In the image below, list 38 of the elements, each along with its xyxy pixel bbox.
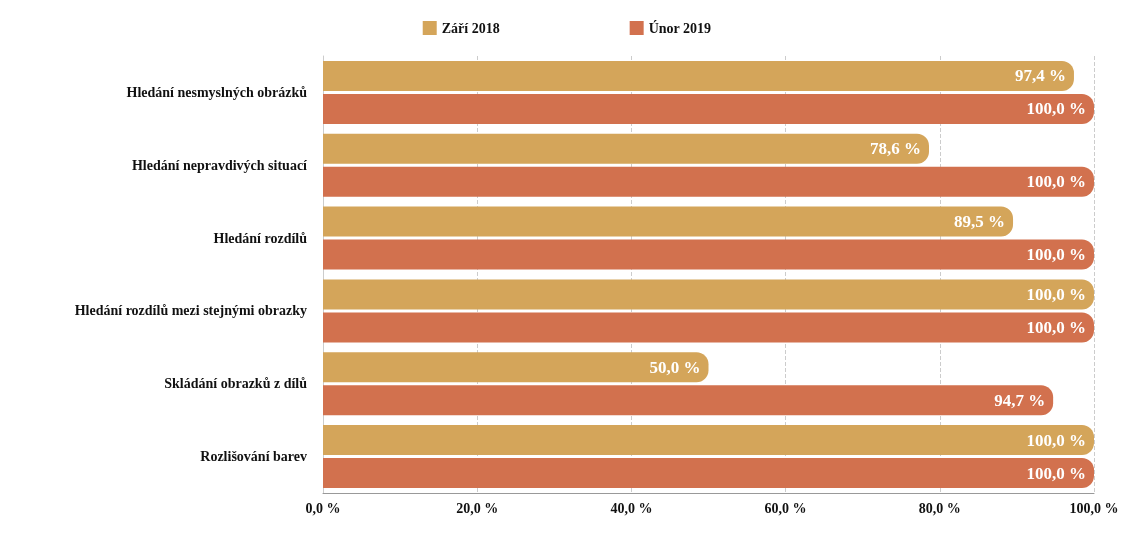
data-label: 94,7 % [994,390,1046,410]
legend-label: Září 2018 [441,20,500,36]
bar [323,93,1094,124]
bar [323,385,1054,416]
data-label: 97,4 % [1014,66,1066,86]
bar [323,425,1094,456]
bar [323,60,1074,91]
y-tick-label: Skládání obrazků z dílů [164,376,308,392]
x-tick-label: 60,0 % [764,500,807,516]
data-label: 100,0 % [1026,463,1086,483]
data-label: 100,0 % [1026,284,1086,304]
data-label: 78,6 % [870,139,922,159]
bar [323,239,1094,270]
bar [323,279,1094,310]
y-tick-label: Rozlišování barev [200,449,307,465]
data-label: 100,0 % [1026,172,1086,192]
data-label: 100,0 % [1026,99,1086,119]
data-label: 50,0 % [649,357,701,377]
x-tick-label: 80,0 % [918,500,961,516]
data-label: 100,0 % [1026,245,1086,265]
bar [323,133,930,164]
data-label: 100,0 % [1026,430,1086,450]
y-tick-label: Hledání nepravdivých situací [131,157,309,173]
y-tick-label: Hledání rozdílů [213,230,308,246]
y-tick-label: Hledání rozdílů mezi stejnými obrazky [74,303,307,319]
x-tick-label: 40,0 % [610,500,653,516]
x-tick-label: 100,0 % [1069,500,1119,516]
bar [323,166,1094,197]
x-tick-label: 20,0 % [456,500,499,516]
bar [323,458,1094,489]
x-tick-label: 0,0 % [305,500,341,516]
bar [323,206,1014,237]
bar [323,312,1094,343]
y-tick-label: Hledání nesmyslných obrázků [126,84,308,100]
data-label: 100,0 % [1026,317,1086,337]
legend-label: Únor 2019 [648,19,712,36]
bar [323,352,709,383]
data-label: 89,5 % [954,212,1006,232]
